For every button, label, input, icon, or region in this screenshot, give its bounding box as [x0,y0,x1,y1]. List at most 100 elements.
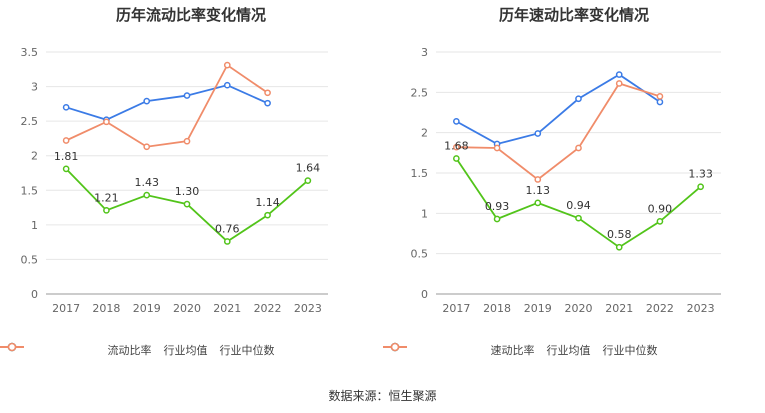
chart-title: 历年速动比率变化情况 [498,6,649,24]
series-line [65,84,268,121]
x-tick-label: 2020 [565,302,593,315]
x-tick-label: 2023 [687,302,715,315]
y-tick-label: 2 [31,150,38,163]
chart-legend: 流动比率 行业均值 行业中位数 [0,342,382,358]
data-point [223,81,231,89]
data-label: 1.33 [688,168,713,181]
legend-swatch [0,342,24,352]
data-point [615,80,623,87]
legend-item[interactable]: 行业均值 [0,342,208,358]
data-source-note: 数据来源：恒生聚源 [328,389,437,403]
series-2 [453,80,664,183]
data-point [103,118,110,126]
y-tick-label: 0.5 [411,248,429,261]
x-tick-label: 2018 [92,302,120,315]
legend-label: 流动比率 [107,344,152,357]
data-label: 1.13 [526,184,551,197]
x-tick-label: 2020 [173,302,201,315]
data-point [656,98,664,106]
y-tick-label: 2.5 [21,115,39,128]
data-point [453,143,460,151]
data-point [615,243,623,251]
data-point [183,200,191,208]
legend-item[interactable]: 流动比率 [0,342,152,358]
data-point [453,118,460,125]
legend-label: 行业均值 [546,344,591,357]
data-point [304,177,312,184]
data-point [183,92,191,99]
data-label: 1.21 [94,191,119,204]
series-2 [62,61,271,151]
legend-item[interactable]: 速动比率 [383,342,535,358]
data-point [575,214,582,222]
data-point [264,211,271,219]
x-tick-label: 2019 [133,302,161,315]
y-tick-label: 1 [421,207,428,220]
y-tick-label: 3.5 [21,46,39,59]
data-point [534,199,542,207]
legend-label: 速动比率 [490,344,535,357]
data-point [575,144,582,152]
legend-swatch [383,342,407,352]
y-tick-label: 1.5 [411,167,429,180]
data-point [264,99,271,107]
data-point [103,206,110,214]
data-label: 1.43 [134,176,159,189]
data-point [223,238,231,245]
x-tick-label: 2022 [254,302,282,315]
x-tick-label: 2023 [294,302,322,315]
x-tick-label: 2021 [213,302,241,315]
data-label: 1.14 [255,196,280,209]
data-point [183,137,191,145]
data-point [223,61,231,69]
data-point [62,165,70,173]
chart-title: 历年流动比率变化情况 [115,6,266,24]
data-label: 1.68 [444,139,469,152]
series-0: 1.68 0.93 1.13 0.94 0.58 0.90 1.33 [444,139,713,251]
data-point [493,144,501,152]
data-label: 1.81 [54,150,79,163]
data-label: 0.94 [566,199,591,212]
legend-label: 行业中位数 [602,344,658,357]
x-tick-label: 2022 [646,302,674,315]
data-point [493,215,501,223]
data-point [575,95,582,103]
data-point [697,183,704,191]
data-label: 0.90 [648,202,673,215]
data-label: 1.30 [175,185,200,198]
x-tick-label: 2017 [442,302,470,315]
current-ratio-chart: 历年流动比率变化情况 0 0.5 1 1.5 2 2.5 3 3.5 2017 2018 2019 2… [0,0,382,380]
data-point [62,103,70,111]
data-point [656,218,664,225]
x-tick-label: 2019 [524,302,552,315]
x-tick-label: 2017 [52,302,80,315]
series-1 [453,71,664,148]
data-label: 0.93 [485,200,510,213]
y-tick-label: 1.5 [21,184,39,197]
chart-plot: 0 0.5 1 1.5 2 2.5 3 2017 2018 2019 2020 2021 2022 202… [411,46,721,315]
data-label: 1.64 [296,162,321,175]
series-line [456,82,661,181]
legend-item[interactable]: 行业均值 [383,342,591,358]
y-tick-label: 2 [421,127,428,140]
data-label: 0.76 [215,222,240,235]
y-tick-label: 0 [421,288,428,301]
legend-label: 行业均值 [163,344,208,357]
data-point [615,71,623,78]
series-line [65,63,269,148]
series-0: 1.81 1.21 1.43 1.30 0.76 1.14 1.64 [54,150,321,245]
chart-legend: 速动比率 行业均值 行业中位数 [383,342,765,358]
data-point [453,155,460,162]
quick-ratio-chart: 历年速动比率变化情况 0 0.5 1 1.5 2 2.5 3 2017 2018 2019 2020… [383,0,765,380]
series-1 [62,81,271,124]
legend-item[interactable]: 行业中位数 [0,342,275,358]
y-tick-label: 3 [421,46,428,59]
y-tick-label: 1 [31,219,38,232]
data-point [143,143,151,151]
y-tick-label: 2.5 [411,86,429,99]
y-tick-label: 0.5 [21,253,39,266]
legend-item[interactable]: 行业中位数 [383,342,658,358]
data-point [534,130,542,137]
data-point [143,191,151,199]
y-tick-label: 3 [31,81,38,94]
